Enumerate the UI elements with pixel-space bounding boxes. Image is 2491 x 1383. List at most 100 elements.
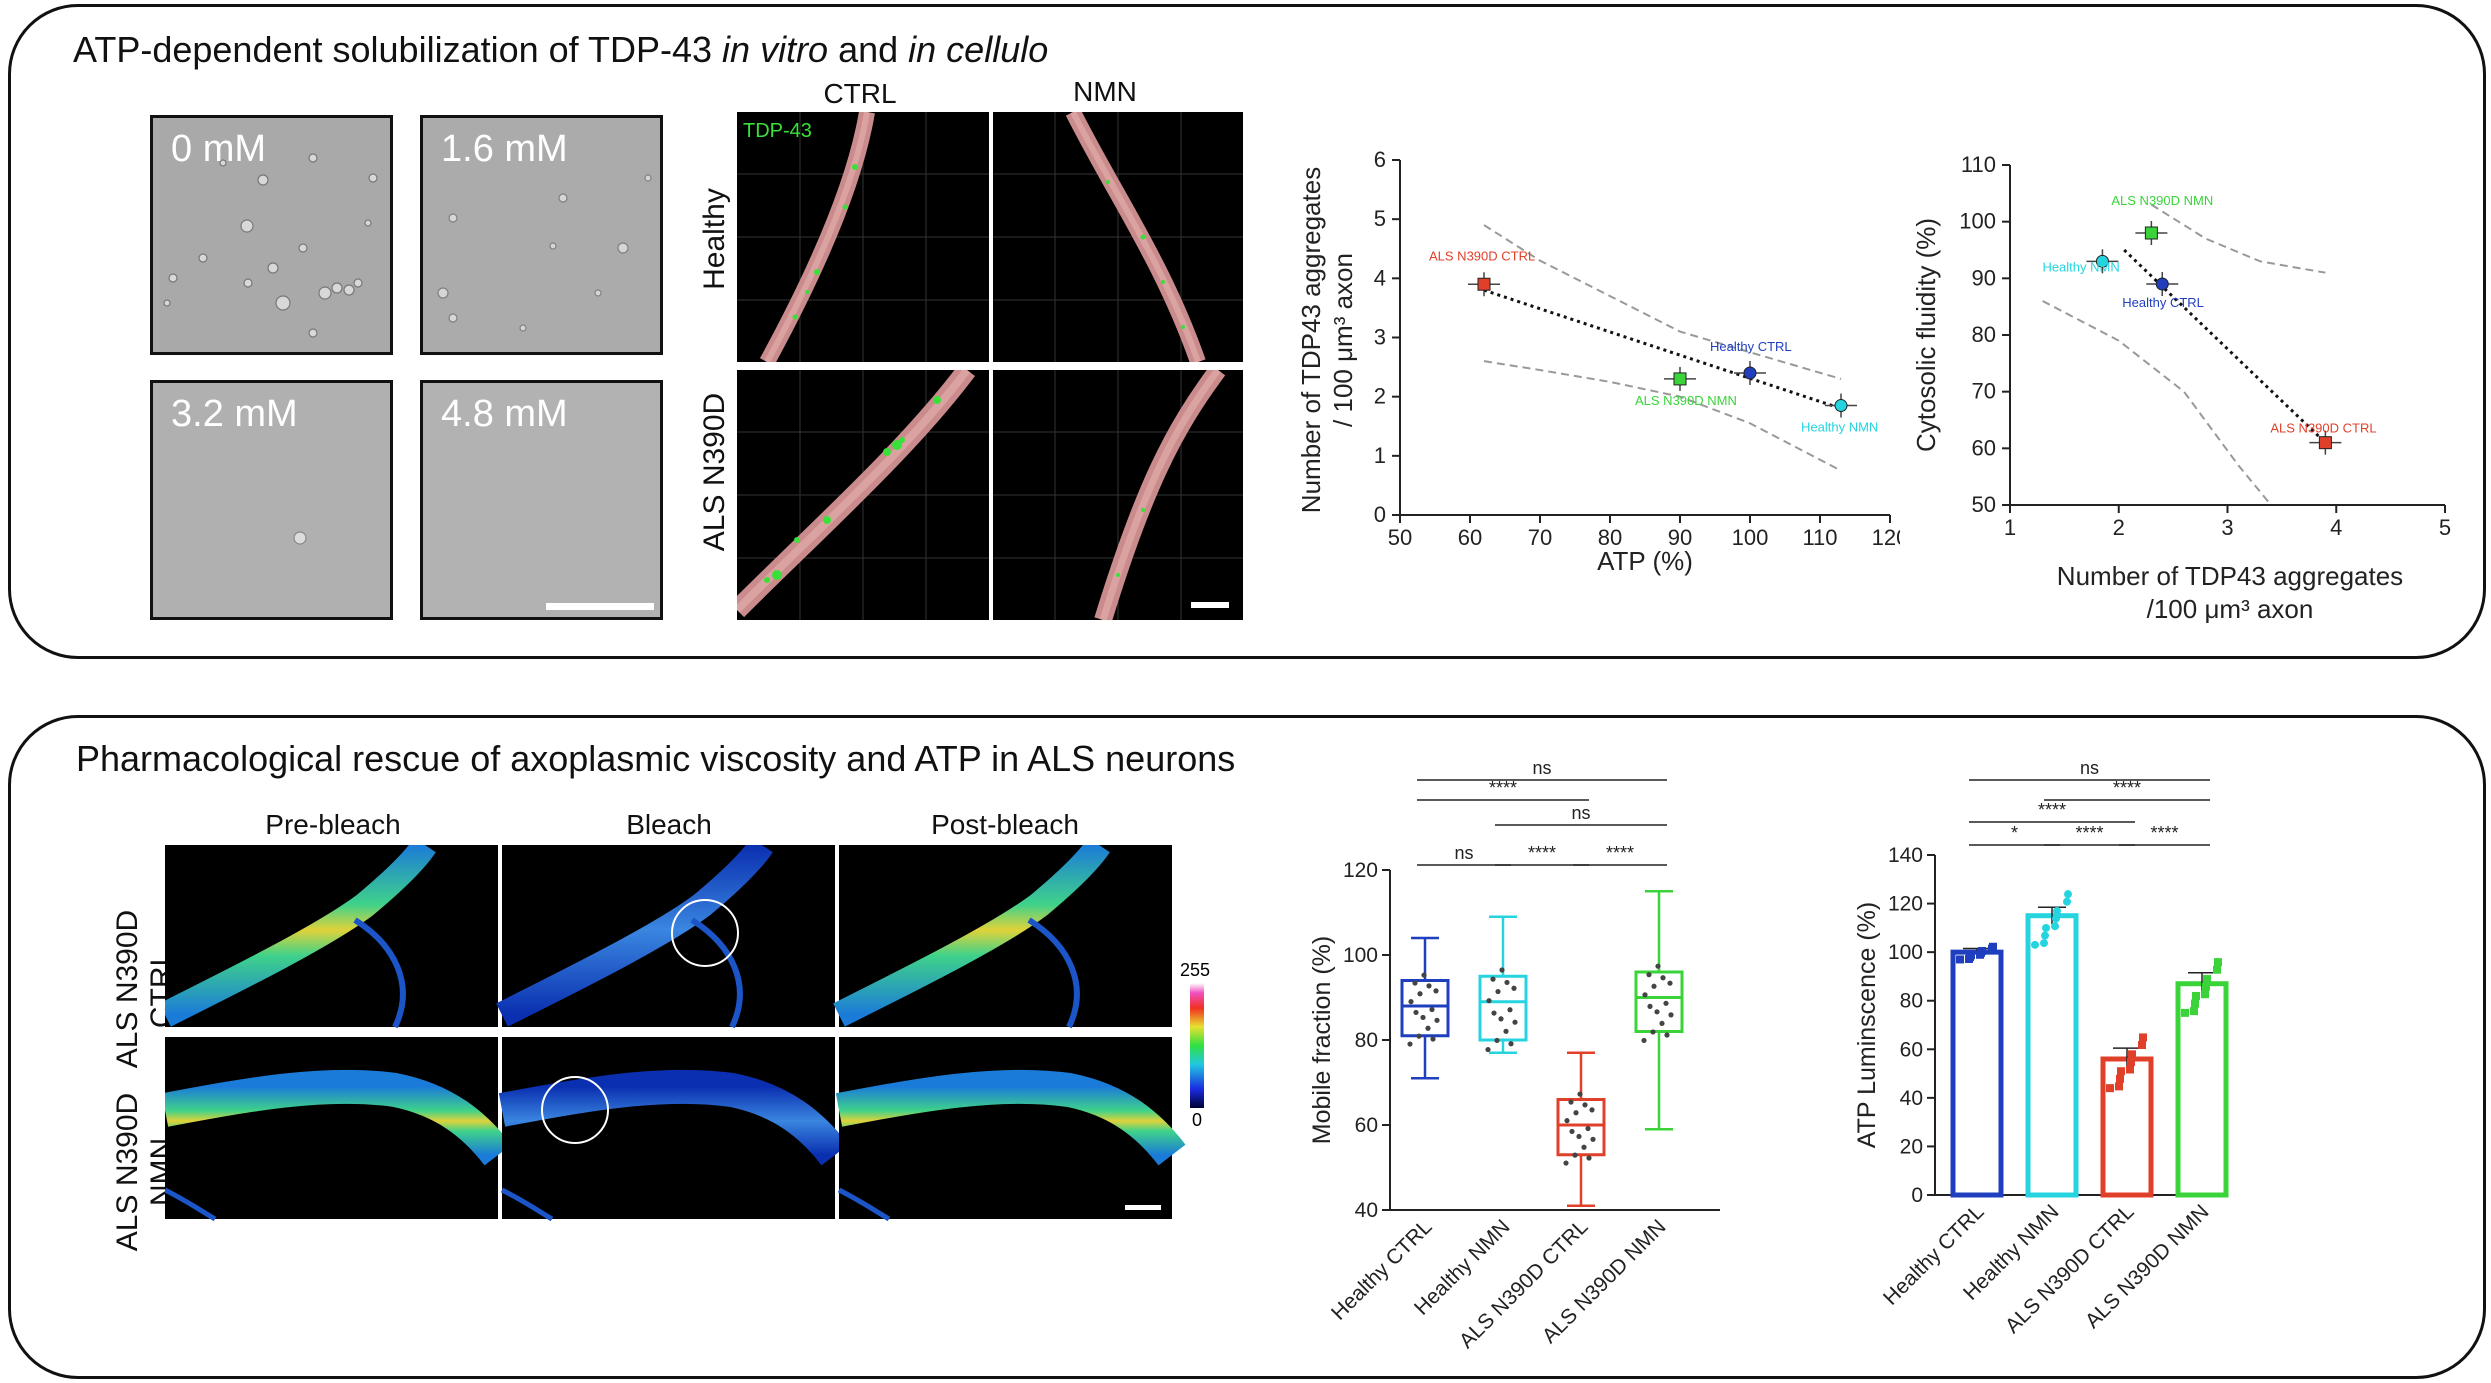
y-tick-label: 120 [1343,859,1378,882]
data-dot [1499,967,1505,973]
data-point-label: Healthy NMN [1801,420,1878,435]
data-dot [1965,954,1973,963]
data-dot [1495,988,1501,995]
micro-channel-label: TDP-43 [743,120,812,142]
atp-vs-aggregates-chart: 50 60 70 80 90 100 110 120 0 1 2 3 4 5 6 ALS N390D CTRL… [1296,147,1900,576]
micro-col-label-nmn: NMN [1073,76,1137,107]
significance-label: **** [1528,843,1556,863]
data-dot [1664,1032,1670,1038]
y-tick-label: 6 [1374,147,1386,172]
y-tick-label: 80 [1900,990,1923,1013]
data-dot [1663,1000,1669,1006]
micro-row-label-healthy: Healthy [698,188,731,290]
x-tick-label: 5 [2439,515,2451,540]
x-tick-label: 120 [1872,525,1900,550]
data-dot [1408,999,1414,1005]
droplet-image [293,531,307,545]
data-dot [2192,991,2200,1000]
data-dot [1642,992,1648,998]
data-dot [2202,982,2210,991]
data-dot [2190,1007,2198,1016]
data-dot [2203,975,2211,984]
data-dot [1413,1009,1419,1016]
significance-label: **** [2113,778,2141,798]
data-dot [1511,985,1517,991]
data-dot [1417,991,1423,997]
significance-label: ns [2080,760,2099,778]
x-tick-label: 60 [1458,525,1482,550]
significance-label: * [2011,823,2018,843]
significance-label: **** [1606,843,1634,863]
data-dot [1668,1012,1674,1018]
data-dot [1576,1133,1582,1140]
data-dot [2053,907,2061,916]
x-tick-label: 100 [1732,525,1769,550]
droplet-tile-1.6mM: 1.6 mM [420,115,663,355]
data-dot [2191,999,2199,1008]
data-point-label: ALS N390D NMN [2111,193,2213,208]
micro-healthy-nmn [993,112,1243,362]
data-dot [1573,1110,1579,1116]
data-point-label: Healthy CTRL [2122,295,2204,310]
data-dot [1568,1099,1574,1105]
data-dot [1956,955,1964,964]
data-point [1743,366,1757,380]
data-dot [2041,931,2049,940]
y-tick-label: 120 [1888,893,1923,916]
data-dot [1659,1020,1665,1027]
micro-als-ctrl [737,370,989,620]
y-tick-label: 60 [1972,435,1996,460]
x-axis-label-2: /100 μm³ axon [2147,594,2314,624]
data-dot [1507,1007,1513,1013]
x-axis-label: Number of TDP43 aggregates [2057,561,2403,591]
data-dot [1508,1041,1514,1047]
y-axis-label-2: / 100 μm³ axon [1328,253,1358,427]
x-category-label: ALS N390D CTRL [2001,1200,2139,1338]
droplet-tile-4.8mM: 4.8 mM [420,380,663,620]
data-point [2144,226,2158,240]
data-dot [2116,1074,2124,1083]
data-dot [1647,1003,1653,1009]
data-dot [2127,1057,2135,1066]
data-dot [2051,922,2059,931]
frap-col-label-bleach: Bleach [626,809,712,840]
data-point [2095,254,2109,268]
data-dot [1654,1009,1660,1015]
x-category-label: ALS N390D NMN [2081,1200,2214,1333]
data-dot [2201,990,2209,999]
data-dot [2128,1050,2136,1059]
data-dot [1494,1037,1500,1044]
data-dot [1430,1036,1436,1042]
y-tick-label: 140 [1888,844,1923,867]
data-point [2318,436,2332,450]
x-tick-label: 80 [1598,525,1622,550]
x-axis-label: ATP (%) [1597,546,1693,576]
color-scale-min: 0 [1192,1110,1203,1130]
data-dot [2064,890,2072,899]
data-dot [2138,1041,2146,1050]
significance-label: **** [1489,778,1517,798]
color-scale-max: 255 [1180,960,1211,980]
x-tick-label: 3 [2221,515,2233,540]
micro-row-label-als: ALS N390D [698,392,731,552]
droplet-image [163,153,378,338]
x-tick-label: 110 [1802,525,1837,550]
y-tick-label: 5 [1374,206,1386,231]
droplet-tile-0mM: 0 mM [150,115,393,355]
confidence-band-upper [1483,224,1842,380]
data-dot [1563,1160,1569,1166]
data-dot [1651,983,1657,989]
data-dot [1434,1017,1440,1023]
micro-col-label-ctrl: CTRL [823,78,897,109]
bottom-panel-title: Pharmacological rescue of axoplasmic vis… [76,738,1236,779]
data-dot [1425,1025,1431,1031]
droplet-image [437,174,652,332]
box [1478,974,1528,1042]
data-dot [1641,1037,1647,1044]
data-dot [2031,940,2039,949]
data-dot [1485,1046,1491,1053]
x-tick-label: 2 [2113,515,2125,540]
data-dot [2115,1082,2123,1091]
significance-label: **** [2075,823,2103,843]
